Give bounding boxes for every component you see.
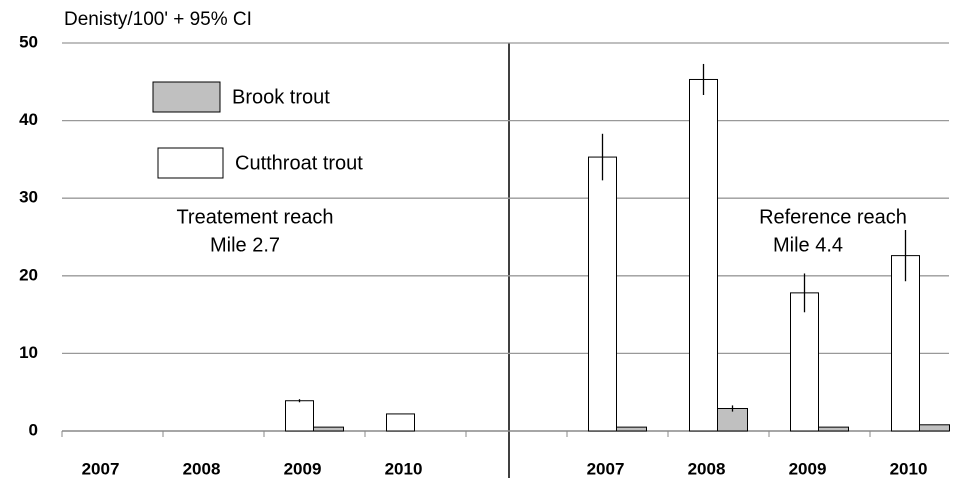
x-tick-label: 2007 [587,459,625,478]
annotation: Mile 2.7 [210,234,280,256]
x-tick-label: 2010 [890,459,928,478]
bar [689,78,718,432]
bar [588,156,617,432]
bar [818,426,849,432]
x-tick-label: 2008 [183,459,221,478]
x-tick-label: 2009 [284,459,322,478]
annotation: Reference reach [759,206,907,228]
y-tick-label: 20 [19,265,38,284]
bar [285,400,314,432]
bar [616,426,647,432]
x-tick-label: 2007 [82,459,120,478]
bar [891,255,920,432]
legend-label: Cutthroat trout [235,152,363,174]
y-axis-label: Denisty/100' + 95% CI [64,9,252,30]
y-tick-label: 50 [19,32,38,51]
x-tick-label: 2009 [789,459,827,478]
bar [919,424,950,432]
bar [790,292,819,432]
annotation: Mile 4.4 [773,234,843,256]
y-tick-label: 10 [19,343,38,362]
x-tick-label: 2010 [385,459,423,478]
legend-swatch [152,81,221,113]
annotation: Treatement reach [176,206,333,228]
bar [717,407,748,432]
bar [386,413,415,432]
y-tick-label: 0 [29,420,38,439]
legend-label: Brook trout [232,86,330,108]
y-tick-label: 40 [19,110,38,129]
bar [313,426,344,432]
legend-swatch [157,147,224,179]
y-tick-label: 30 [19,188,38,207]
x-tick-label: 2008 [688,459,726,478]
